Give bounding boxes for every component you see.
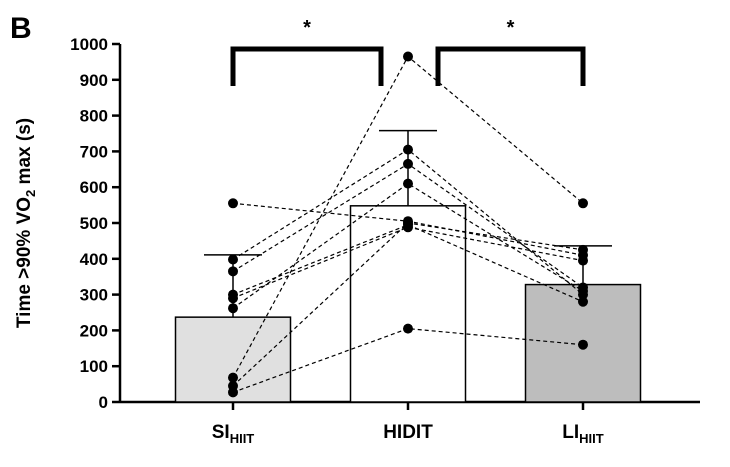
subject-point (228, 372, 238, 383)
subject-point (228, 198, 238, 209)
y-tick-label: 400 (80, 250, 108, 269)
category-main: LI (562, 422, 579, 443)
y-tick-label: 500 (80, 214, 108, 233)
subject-point (578, 244, 588, 255)
y-tick-label: 300 (80, 286, 108, 305)
subject-point (403, 51, 413, 62)
y-label-part: max (s) (14, 118, 35, 190)
subject-point (228, 266, 238, 277)
subject-point (403, 218, 413, 228)
significance-label: * (507, 17, 515, 39)
subject-point (228, 254, 238, 265)
category-main: HIDIT (383, 422, 433, 443)
x-tick-label: HIDIT (383, 422, 433, 443)
subject-point (578, 286, 588, 297)
y-tick-label: 600 (80, 178, 108, 197)
subject-point (403, 144, 413, 155)
y-tick-label: 1000 (70, 35, 108, 54)
category-sub: HIIT (579, 431, 604, 446)
bar (349, 205, 467, 403)
subject-line (232, 224, 584, 303)
subject-point (228, 387, 238, 398)
subject-point (578, 255, 588, 266)
subject-point (578, 198, 588, 209)
x-tick-label: SIHIIT (212, 422, 255, 446)
x-tick-label: LIHIIT (562, 422, 604, 446)
y-label-sub: 2 (23, 190, 38, 197)
subject-point (578, 339, 588, 350)
significance-bracket (435, 46, 586, 86)
subject-point (228, 303, 238, 314)
subject-line (232, 328, 584, 393)
subject-point (228, 293, 238, 304)
subject-point (403, 158, 413, 169)
subject-point (403, 323, 413, 334)
y-tick-label: 700 (80, 142, 108, 161)
y-label-part: Time >90% VO (14, 197, 35, 328)
subject-point (578, 296, 588, 307)
panel-label: B (10, 12, 32, 45)
y-tick-label: 100 (80, 357, 108, 376)
y-tick-label: 800 (80, 107, 108, 126)
subject-line (232, 182, 584, 309)
category-sub: HIIT (230, 431, 255, 446)
significance-label: * (303, 17, 311, 39)
subject-point (403, 178, 413, 189)
y-tick-label: 200 (80, 321, 108, 340)
category-main: SI (212, 422, 230, 443)
significance-bracket (230, 46, 384, 86)
y-tick-label: 0 (99, 393, 108, 412)
y-axis-label: Time >90% VO2 max (s) (14, 118, 38, 328)
y-tick-label: 900 (80, 71, 108, 90)
